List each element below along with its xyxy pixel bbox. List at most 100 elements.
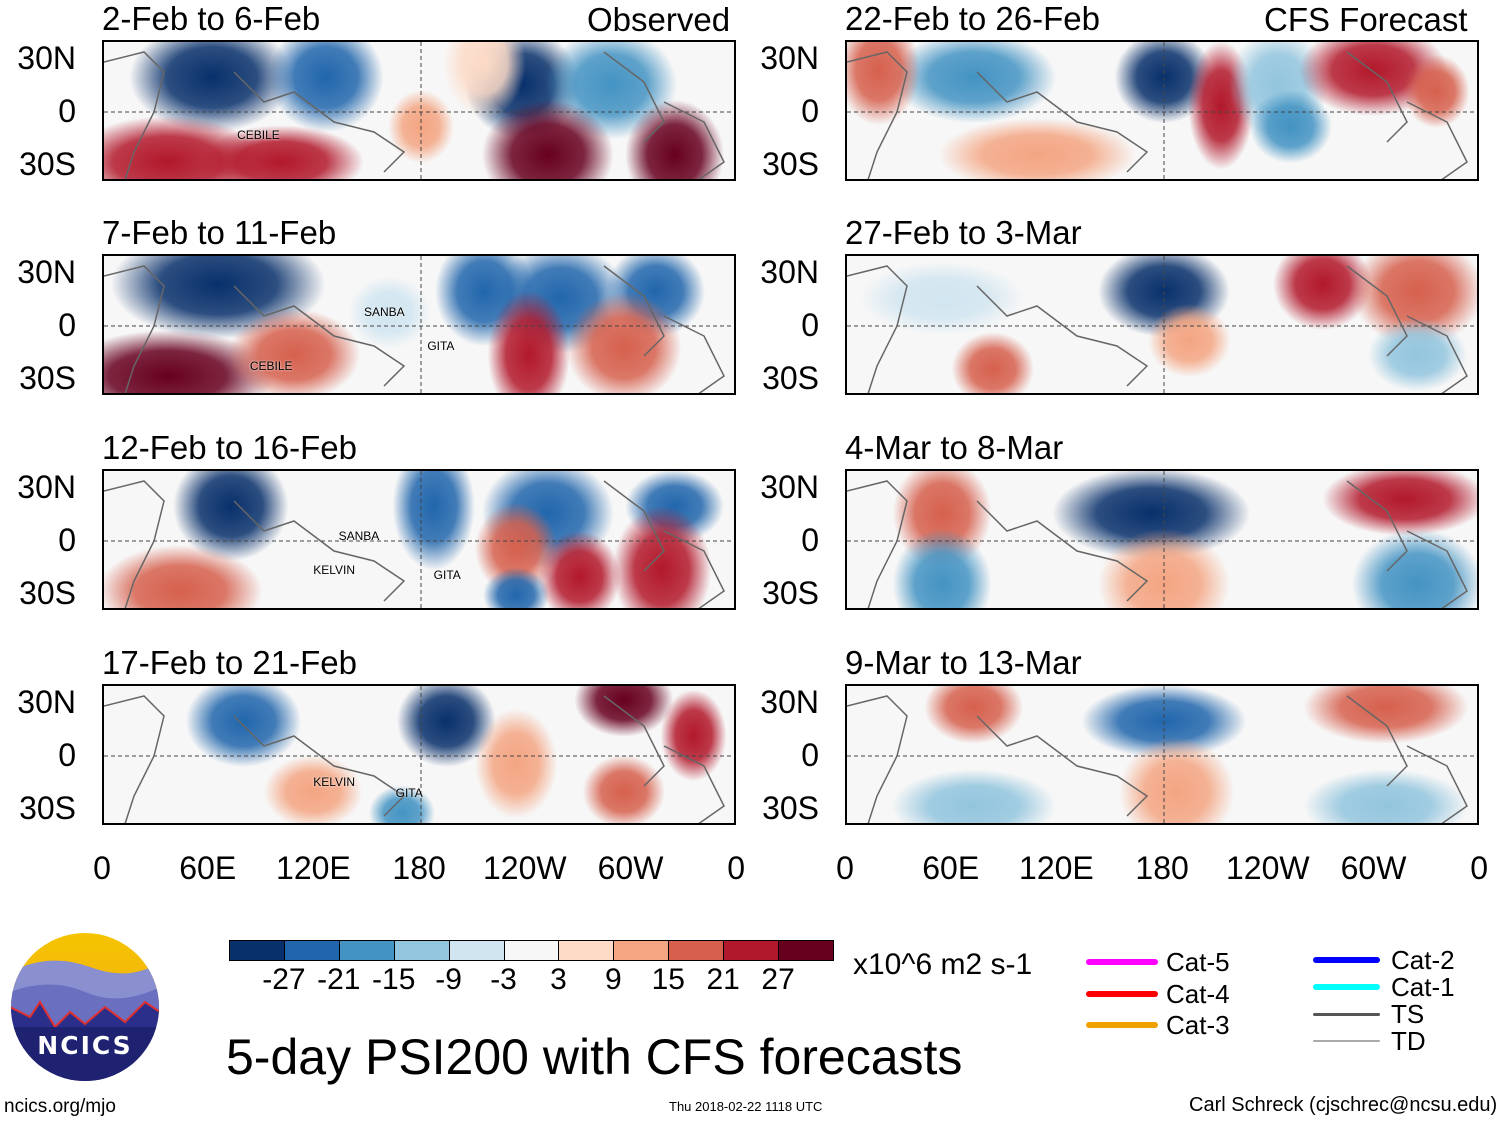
anomaly-contour xyxy=(660,689,727,782)
footer-url[interactable]: ncics.org/mjo xyxy=(4,1096,116,1117)
anomaly-contour xyxy=(1273,256,1372,331)
lon-label: 180 xyxy=(392,850,446,886)
psi200-map-panel: SANBA GITA CEBILE xyxy=(102,254,736,395)
anomaly-contour xyxy=(1351,528,1477,608)
anomaly-contour xyxy=(891,769,1057,823)
anomaly-contour xyxy=(199,125,364,179)
anomaly-contour xyxy=(348,275,431,350)
legend-label: Cat-4 xyxy=(1166,979,1230,1009)
main-title: 5-day PSI200 with CFS forecasts xyxy=(226,1029,963,1085)
legend-label: Cat-2 xyxy=(1391,945,1455,975)
lon-label: 120E xyxy=(1019,850,1094,886)
coastline xyxy=(104,265,725,393)
footer-timestamp: Thu 2018-02-22 1118 UTC xyxy=(669,1099,823,1114)
anomaly-contour xyxy=(481,99,614,179)
anomaly-contour xyxy=(1098,528,1230,608)
lat-label: 30N xyxy=(17,684,76,720)
colorbar-label: 9 xyxy=(605,963,622,996)
colorbar-swatch xyxy=(668,940,725,961)
forecast-header: CFS Forecast xyxy=(1264,1,1468,38)
lon-label: 60W xyxy=(1340,850,1407,886)
anomaly-contour xyxy=(847,42,920,126)
panel-title: 7-Feb to 11-Feb xyxy=(102,214,337,251)
storm-label: KELVIN xyxy=(313,774,356,789)
lat-label: 30N xyxy=(760,684,819,720)
anomaly-contour xyxy=(483,567,550,608)
anomaly-contour xyxy=(129,42,295,133)
anomaly-contour xyxy=(1119,736,1235,823)
colorbar-label: -9 xyxy=(435,963,462,996)
anomaly-contour xyxy=(1351,256,1477,347)
storm-label: SANBA xyxy=(338,528,380,543)
colorbar-swatch xyxy=(229,940,285,961)
colorbar-label: 21 xyxy=(706,963,740,996)
anomaly-contour xyxy=(566,292,682,393)
psi200-map-panel xyxy=(845,40,1479,181)
anomaly-contour xyxy=(1249,89,1333,164)
coastline xyxy=(847,265,1468,393)
lat-label: 30N xyxy=(17,254,76,290)
psi200-map-panel xyxy=(845,684,1479,825)
panel-title: 9-Mar to 13-Mar xyxy=(845,644,1082,681)
anomaly-contour xyxy=(1368,318,1468,392)
lon-label: 0 xyxy=(93,850,111,886)
lon-label: 0 xyxy=(727,850,746,886)
colorbar-swatch xyxy=(723,940,780,961)
colorbar-swatch xyxy=(778,940,834,961)
lat-label: 30S xyxy=(19,575,76,611)
anomaly-contour xyxy=(268,42,384,133)
psi200-map-panel: SANBA KELVIN GITA xyxy=(102,469,736,610)
anomaly-contour xyxy=(1052,471,1251,560)
colorbar-label: -21 xyxy=(317,963,361,996)
legend-line xyxy=(1313,1040,1380,1042)
panel-title: 4-Mar to 8-Mar xyxy=(845,429,1064,466)
lat-label: 30S xyxy=(762,360,819,396)
coastline xyxy=(104,695,725,823)
lat-label: 30N xyxy=(760,254,819,290)
anomaly-contour xyxy=(392,471,475,571)
colorbar-label: -27 xyxy=(262,963,306,996)
lon-label: 120E xyxy=(276,850,351,886)
anomaly-contour xyxy=(396,686,496,768)
lat-label: 0 xyxy=(801,93,819,129)
legend-line xyxy=(1313,957,1380,963)
colorbar-swatch xyxy=(448,940,505,961)
psi200-map-panel: CEBILE xyxy=(102,40,736,181)
lat-label: 30S xyxy=(19,146,76,182)
lat-label: 30N xyxy=(760,40,819,76)
anomaly-contour xyxy=(538,530,621,608)
lat-label: 0 xyxy=(801,737,819,773)
lat-label: 30N xyxy=(760,469,819,505)
colorbar-swatch xyxy=(338,940,395,961)
lat-label: 0 xyxy=(58,737,76,773)
anomaly-contour xyxy=(1303,769,1469,823)
legend-label: TD xyxy=(1391,1026,1426,1056)
psi200-map-panel xyxy=(845,469,1479,610)
storm-label: GITA xyxy=(427,339,455,354)
legend-label: Cat-5 xyxy=(1166,947,1230,977)
lat-label: 30S xyxy=(19,360,76,396)
lat-label: 0 xyxy=(801,522,819,558)
anomaly-contour xyxy=(951,332,1035,393)
anomaly-contour xyxy=(1403,54,1470,129)
lat-label: 30N xyxy=(17,40,76,76)
legend-line xyxy=(1086,991,1158,997)
colorbar-units: x10^6 m2 s-1 xyxy=(853,948,1033,981)
anomaly-contour xyxy=(938,118,1137,179)
anomaly-contour xyxy=(173,471,289,562)
panel-title: 22-Feb to 26-Feb xyxy=(845,0,1100,37)
lat-label: 0 xyxy=(801,307,819,343)
colorbar-label: 3 xyxy=(550,963,567,996)
anomaly-contour xyxy=(582,755,666,823)
ncics-logo: NCICS xyxy=(10,932,160,1082)
legend-label: TS xyxy=(1391,999,1425,1029)
legend-line xyxy=(1313,1012,1380,1016)
coastline xyxy=(104,51,725,179)
colorbar-swatch xyxy=(613,940,670,961)
lon-label: 60E xyxy=(922,850,980,886)
colorbar-label: -15 xyxy=(372,963,416,996)
storm-label: GITA xyxy=(395,786,423,801)
legend-label: Cat-1 xyxy=(1391,972,1455,1002)
lat-label: 30N xyxy=(17,469,76,505)
panel-title: 17-Feb to 21-Feb xyxy=(102,644,357,681)
